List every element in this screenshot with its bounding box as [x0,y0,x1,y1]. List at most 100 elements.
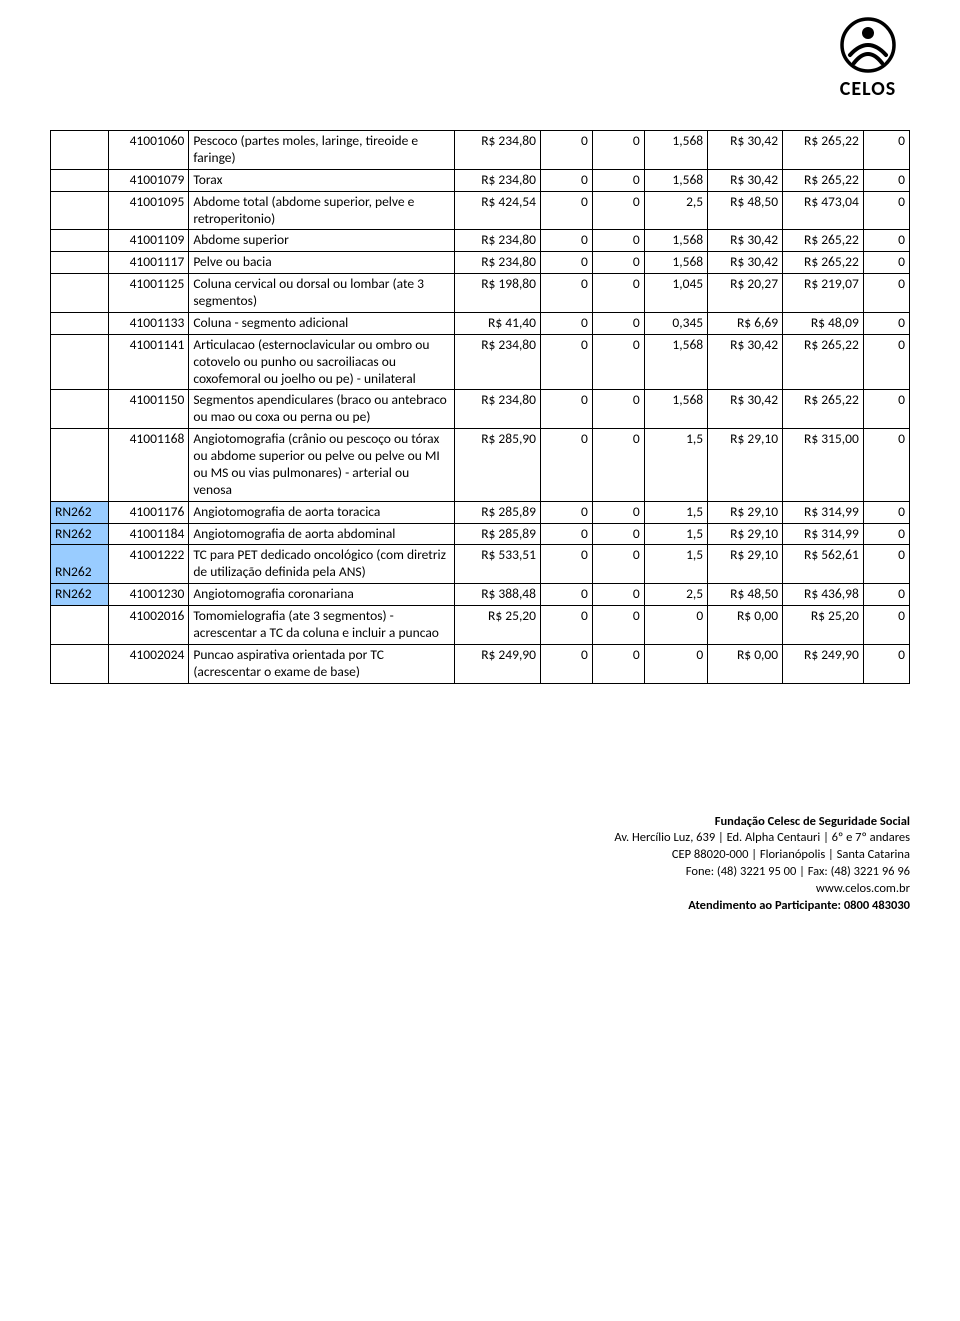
table-row: 41001141Articulacao (esternoclavicular o… [51,334,910,390]
cell-v3: 0 [592,252,644,274]
table-row: 41001109Abdome superiorR$ 234,80001,568R… [51,230,910,252]
logo: CELOS [836,15,900,101]
cell-v6: R$ 473,04 [783,191,864,230]
cell-v7: 0 [863,131,909,170]
cell-v7: 0 [863,501,909,523]
cell-v2: 0 [541,501,593,523]
page: CELOS 41001060Pescoco (partes moles, lar… [0,0,960,955]
cell-v3: 0 [592,230,644,252]
cell-v2: 0 [541,390,593,429]
cell-v4: 0 [644,606,707,645]
cell-desc: Angiotomografia de aorta toracica [189,501,454,523]
table-row: RN26241001230Angiotomografia coronariana… [51,584,910,606]
table-row: 41001079ToraxR$ 234,80001,568R$ 30,42R$ … [51,169,910,191]
cell-rn: RN262 [51,545,109,584]
cell-v5: R$ 30,42 [708,252,783,274]
cell-rn [51,312,109,334]
cell-v5: R$ 29,10 [708,501,783,523]
cell-v1: R$ 424,54 [454,191,540,230]
cell-desc: Torax [189,169,454,191]
footer-address: Av. Hercílio Luz, 639 | Ed. Alpha Centau… [50,830,910,847]
cell-desc: Abdome total (abdome superior, pelve e r… [189,191,454,230]
cell-v1: R$ 41,40 [454,312,540,334]
cell-v7: 0 [863,191,909,230]
cell-v1: R$ 388,48 [454,584,540,606]
footer: Fundação Celesc de Seguridade Social Av.… [50,814,910,915]
cell-v4: 1,568 [644,390,707,429]
cell-code: 41002016 [108,606,189,645]
footer-phone: Fone: (48) 3221 95 00 | Fax: (48) 3221 9… [50,864,910,881]
cell-desc: Abdome superior [189,230,454,252]
cell-v4: 1,568 [644,334,707,390]
cell-rn [51,252,109,274]
cell-v7: 0 [863,523,909,545]
cell-v1: R$ 249,90 [454,644,540,683]
cell-code: 41002024 [108,644,189,683]
cell-v3: 0 [592,545,644,584]
cell-v2: 0 [541,545,593,584]
cell-v1: R$ 234,80 [454,169,540,191]
cell-v6: R$ 48,09 [783,312,864,334]
cell-v7: 0 [863,334,909,390]
cell-v3: 0 [592,131,644,170]
cell-v3: 0 [592,584,644,606]
cell-v7: 0 [863,390,909,429]
cell-v5: R$ 30,42 [708,230,783,252]
cell-rn [51,606,109,645]
footer-cep: CEP 88020-000 | Florianópolis | Santa Ca… [50,847,910,864]
cell-v7: 0 [863,252,909,274]
cell-v4: 1,5 [644,501,707,523]
cell-v3: 0 [592,169,644,191]
cell-v3: 0 [592,312,644,334]
cell-desc: Coluna - segmento adicional [189,312,454,334]
cell-code: 41001141 [108,334,189,390]
cell-v2: 0 [541,230,593,252]
cell-v2: 0 [541,606,593,645]
cell-code: 41001109 [108,230,189,252]
table-row: 41001117Pelve ou baciaR$ 234,80001,568R$… [51,252,910,274]
cell-rn [51,390,109,429]
cell-v5: R$ 30,42 [708,334,783,390]
cell-v4: 1,5 [644,523,707,545]
table-row: 41001060Pescoco (partes moles, laringe, … [51,131,910,170]
cell-desc: Puncao aspirativa orientada por TC (acre… [189,644,454,683]
cell-v4: 1,5 [644,429,707,502]
cell-v2: 0 [541,312,593,334]
cell-v1: R$ 234,80 [454,230,540,252]
cell-code: 41001184 [108,523,189,545]
cell-v2: 0 [541,191,593,230]
logo-icon [836,15,900,75]
cell-v6: R$ 25,20 [783,606,864,645]
cell-desc: Angiotomografia de aorta abdominal [189,523,454,545]
cell-v7: 0 [863,584,909,606]
table-row: 41001125Coluna cervical ou dorsal ou lom… [51,274,910,313]
table-row: 41001168Angiotomografia (crânio ou pesco… [51,429,910,502]
cell-v6: R$ 219,07 [783,274,864,313]
table-row: 41001150Segmentos apendiculares (braco o… [51,390,910,429]
cell-v4: 0 [644,644,707,683]
cell-v3: 0 [592,501,644,523]
cell-desc: Pelve ou bacia [189,252,454,274]
table-row: 41001133Coluna - segmento adicionalR$ 41… [51,312,910,334]
cell-rn [51,191,109,230]
table-row: 41002016Tomomielografia (ate 3 segmentos… [51,606,910,645]
cell-desc: TC para PET dedicado oncológico (com dir… [189,545,454,584]
cell-v4: 1,5 [644,545,707,584]
cell-v5: R$ 30,42 [708,390,783,429]
cell-v4: 2,5 [644,584,707,606]
table-row: RN26241001176Angiotomografia de aorta to… [51,501,910,523]
cell-v3: 0 [592,606,644,645]
cell-v5: R$ 0,00 [708,606,783,645]
cell-v6: R$ 315,00 [783,429,864,502]
cell-v7: 0 [863,545,909,584]
cell-v2: 0 [541,131,593,170]
cell-v4: 1,568 [644,131,707,170]
cell-v7: 0 [863,644,909,683]
cell-code: 41001230 [108,584,189,606]
cell-v3: 0 [592,274,644,313]
procedures-table: 41001060Pescoco (partes moles, laringe, … [50,130,910,684]
cell-v6: R$ 562,61 [783,545,864,584]
cell-v6: R$ 265,22 [783,230,864,252]
cell-v1: R$ 234,80 [454,390,540,429]
cell-code: 41001150 [108,390,189,429]
